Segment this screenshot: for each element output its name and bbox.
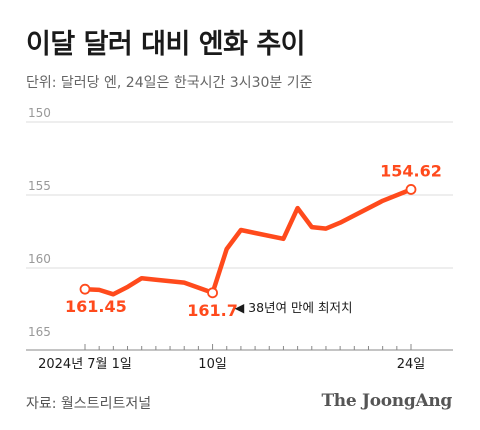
- chart-title: 이달 달러 대비 엔화 추이: [26, 29, 306, 60]
- data-label-10: 161.7: [187, 301, 238, 320]
- y-tick-label-155: 155: [28, 179, 51, 193]
- y-tick-label-165: 165: [28, 325, 51, 339]
- data-point-marker-24: [405, 184, 417, 195]
- data-label-1: 161.45: [65, 297, 127, 316]
- source-note: 자료: 월스트리트저널: [26, 396, 152, 412]
- x-tick-label-10: 10일: [198, 357, 227, 372]
- x-tick-label-1: 2024년 7월 1일: [38, 357, 132, 372]
- series-line-0: [82, 187, 414, 297]
- y-tick-label-150: 150: [28, 106, 51, 120]
- annotation-note: ◀ 38년여 만에 최저치: [235, 300, 353, 315]
- data-label-24: 154.62: [380, 161, 442, 180]
- data-point-marker-1: [79, 283, 91, 295]
- data-point-marker-10: [207, 287, 218, 299]
- y-tick-label-160: 160: [28, 252, 51, 266]
- publisher-logo: The JoongAng: [321, 391, 452, 411]
- x-tick-label-24: 24일: [397, 357, 426, 372]
- chart-subtitle: 단위: 달러당 엔, 24일은 한국시간 3시30분 기준: [26, 75, 313, 91]
